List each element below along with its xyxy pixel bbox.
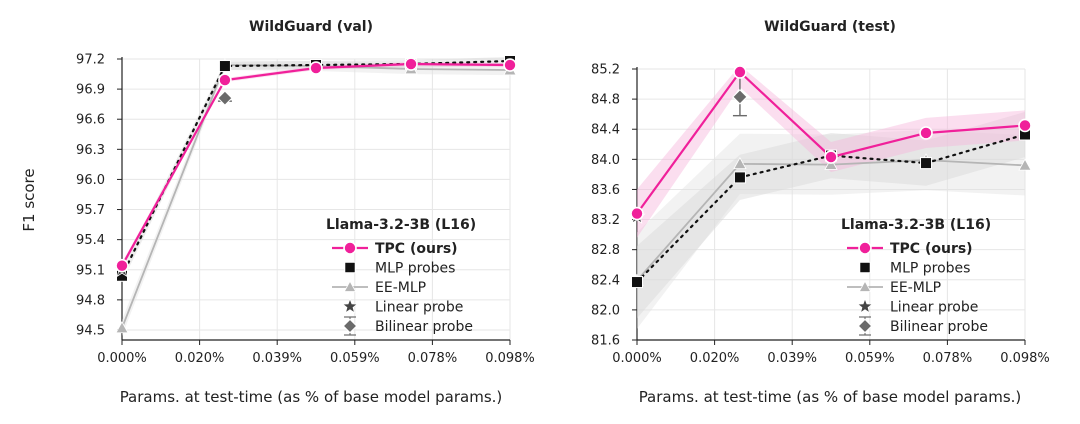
y-tick-label: 97.2 [76, 53, 105, 68]
legend-label-ee-mlp: EE-MLP [890, 280, 941, 296]
x-tick-label: 0.039% [252, 351, 302, 366]
legend-marker-linear-probe [856, 297, 874, 314]
y-tick-label: 94.8 [76, 293, 105, 308]
legend-label-bilinear-probe: Bilinear probe [890, 319, 988, 335]
y-tick-label: 96.3 [76, 143, 105, 158]
y-tick-label: 85.2 [591, 63, 620, 78]
panel-right: 85.2 84.8 84.4 84.0 83.6 83.2 82.8 82.4 82.0 81.6… [591, 63, 1050, 367]
legend-marker-tpc [858, 241, 872, 255]
x-tick-label: 0.020% [690, 351, 740, 366]
legend-label-linear-probe: Linear probe [890, 300, 978, 316]
ci-band-ee-mlp [122, 60, 510, 336]
x-tick-label: 0.020% [175, 351, 225, 366]
data-point-tpc [733, 65, 747, 79]
y-tick-label: 95.4 [76, 233, 105, 248]
x-axis-label-left: Params. at test-time (as % of base model… [120, 388, 503, 406]
chart-title-right: WildGuard (test) [764, 19, 896, 35]
data-point-tpc [630, 206, 644, 221]
legend-label-tpc: TPC (ours) [375, 241, 458, 257]
x-tick-label: 0.078% [923, 351, 973, 366]
y-axis-label-left: F1 score [20, 168, 38, 231]
y-tick-label: 94.5 [76, 323, 105, 338]
legend-label-mlp-probes: MLP probes [890, 261, 970, 277]
x-tick-label: 0.000% [612, 351, 662, 366]
x-tick-label: 0.039% [767, 351, 817, 366]
y-tick-label: 82.0 [591, 303, 620, 318]
y-tick-label: 81.6 [591, 334, 620, 349]
data-point-tpc [824, 150, 838, 164]
data-point-tpc [1018, 118, 1032, 133]
x-tick-label: 0.000% [97, 351, 147, 366]
y-tick-label: 96.6 [76, 113, 105, 128]
legend-title: Llama-3.2-3B (L16) [841, 217, 991, 233]
legend-marker-tpc [343, 241, 357, 255]
data-point-mlp-probes [733, 171, 746, 184]
y-tick-label: 95.1 [76, 263, 105, 278]
y-tick-label: 84.4 [591, 123, 620, 138]
x-axis-label-right: Params. at test-time (as % of base model… [639, 388, 1022, 406]
legend-label-linear-probe: Linear probe [375, 300, 463, 316]
legend-label-bilinear-probe: Bilinear probe [375, 319, 473, 335]
y-tick-label: 84.0 [591, 153, 620, 168]
data-point-tpc [218, 73, 232, 87]
data-point-bilinear-probe [217, 90, 233, 106]
y-tick-label: 84.8 [591, 93, 620, 108]
data-point-ee-mlp [824, 157, 838, 170]
data-point-mlp-probes [631, 276, 643, 289]
data-point-tpc [503, 58, 517, 72]
legend-marker-ee-mlp [858, 280, 872, 292]
x-tick-label: 0.059% [330, 351, 380, 366]
y-tick-label: 96.0 [76, 173, 105, 188]
x-tick-label: 0.098% [1000, 351, 1050, 366]
data-point-tpc [115, 258, 129, 273]
legend-label-mlp-probes: MLP probes [375, 261, 455, 277]
legend-marker-bilinear-probe [857, 318, 873, 334]
x-tick-label: 0.098% [485, 351, 535, 366]
data-point-mlp-probes [920, 157, 933, 170]
panel-left: 97.2 96.9 96.6 96.3 96.0 95.7 95.4 95.1 94.8 94.5… [76, 53, 535, 367]
x-tick-label: 0.078% [408, 351, 458, 366]
series-line-ee-mlp [121, 64, 511, 329]
legend-label-tpc: TPC (ours) [890, 241, 973, 257]
chart-title-left: WildGuard (val) [249, 19, 373, 35]
data-point-mlp-probes [218, 60, 231, 73]
legend-label-ee-mlp: EE-MLP [375, 280, 426, 296]
data-point-tpc [309, 61, 323, 75]
y-tick-label: 82.4 [591, 273, 620, 288]
data-point-bilinear-probe [732, 89, 748, 105]
legend-marker-bilinear-probe [342, 318, 358, 334]
y-tick-label: 82.8 [591, 243, 620, 258]
legend-marker-linear-probe [341, 297, 359, 314]
series-line-tpc [121, 62, 511, 267]
y-tick-label: 96.9 [76, 83, 105, 98]
data-point-tpc [919, 126, 933, 140]
data-point-ee-mlp [115, 321, 129, 334]
y-tick-label: 95.7 [76, 203, 105, 218]
ci-band-tpc [122, 62, 510, 269]
legend-marker-mlp-probes [859, 261, 871, 274]
data-point-ee-mlp [733, 157, 747, 170]
data-point-ee-mlp [1018, 158, 1032, 171]
legend-title: Llama-3.2-3B (L16) [326, 217, 476, 233]
data-point-tpc [404, 57, 418, 71]
y-tick-label: 83.6 [591, 183, 620, 198]
x-tick-label: 0.059% [845, 351, 895, 366]
legend-marker-mlp-probes [344, 261, 356, 274]
legend-marker-ee-mlp [343, 280, 357, 292]
y-tick-label: 83.2 [591, 213, 620, 228]
